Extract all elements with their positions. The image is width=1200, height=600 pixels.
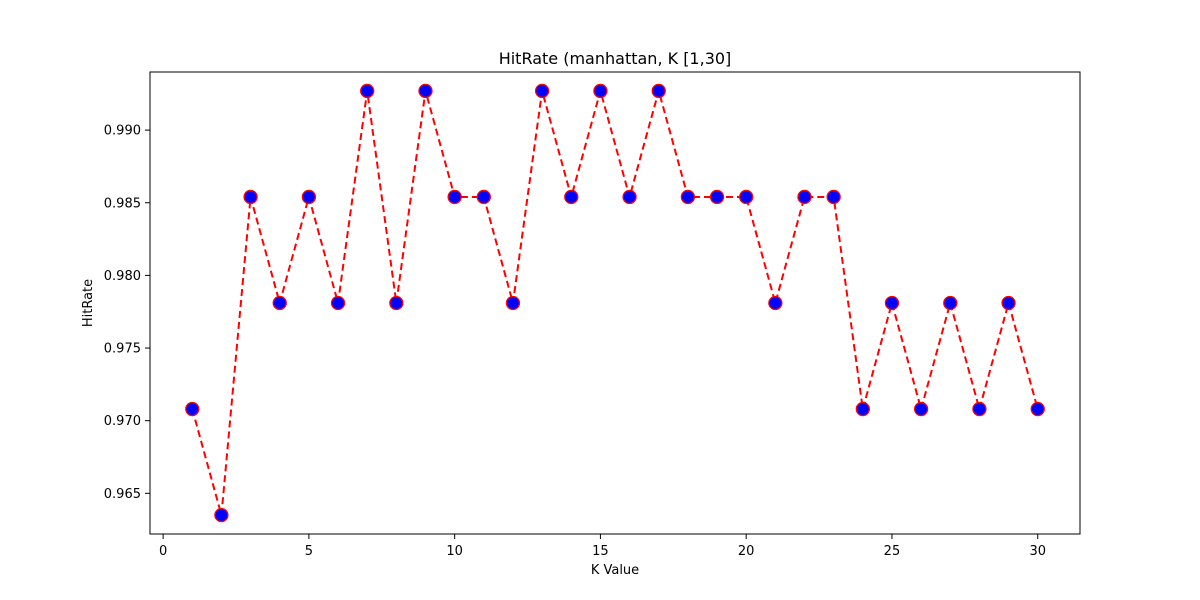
plot-frame xyxy=(149,71,1081,535)
data-point xyxy=(360,83,375,99)
data-point xyxy=(534,83,550,99)
plot-area xyxy=(149,71,1081,535)
data-point xyxy=(622,189,637,205)
y-tick-label: 0.975 xyxy=(104,342,141,357)
data-point xyxy=(301,189,317,205)
series-line xyxy=(191,87,1039,516)
data-point xyxy=(185,401,200,417)
data-point xyxy=(389,295,404,311)
data-point xyxy=(505,295,521,311)
data-point xyxy=(943,295,958,311)
x-axis: 0 5 10 15 20 25 30 xyxy=(159,534,1046,559)
y-tick-label: 0.980 xyxy=(104,269,141,284)
data-point xyxy=(564,189,579,205)
chart-title: HitRate (manhattan, K [1,30] xyxy=(499,49,732,68)
x-tick-label: 5 xyxy=(305,544,313,559)
x-tick-label: 25 xyxy=(884,544,901,559)
data-point xyxy=(476,189,491,205)
data-point xyxy=(972,401,987,417)
data-point xyxy=(330,295,346,311)
data-point xyxy=(447,189,462,205)
series-1 xyxy=(185,83,1045,523)
data-point xyxy=(884,295,900,311)
y-axis-label: HitRate xyxy=(81,279,96,327)
x-axis-label: K Value xyxy=(591,563,639,578)
x-tick-label: 20 xyxy=(738,544,755,559)
data-point xyxy=(243,189,258,205)
data-point xyxy=(680,189,696,205)
data-point xyxy=(1030,401,1045,417)
x-tick-label: 0 xyxy=(159,544,167,559)
data-point xyxy=(272,295,287,311)
data-point xyxy=(593,83,608,99)
y-axis: 0.965 0.970 0.975 0.980 0.985 0.990 xyxy=(104,124,150,502)
data-point xyxy=(709,189,725,205)
y-tick-label: 0.970 xyxy=(104,414,141,429)
data-point xyxy=(418,83,433,99)
x-tick-label: 30 xyxy=(1029,544,1046,559)
data-point xyxy=(913,401,929,417)
data-point xyxy=(1001,295,1016,311)
data-point xyxy=(826,189,841,205)
x-tick-label: 15 xyxy=(592,544,609,559)
data-point xyxy=(214,507,229,523)
y-tick-label: 0.990 xyxy=(104,124,141,139)
y-tick-label: 0.985 xyxy=(104,196,141,211)
data-point xyxy=(768,295,783,311)
data-point xyxy=(797,189,812,205)
y-tick-label: 0.965 xyxy=(104,487,141,502)
data-point xyxy=(651,83,666,99)
data-point xyxy=(855,401,870,417)
data-point xyxy=(739,189,754,205)
x-tick-label: 10 xyxy=(446,544,463,559)
